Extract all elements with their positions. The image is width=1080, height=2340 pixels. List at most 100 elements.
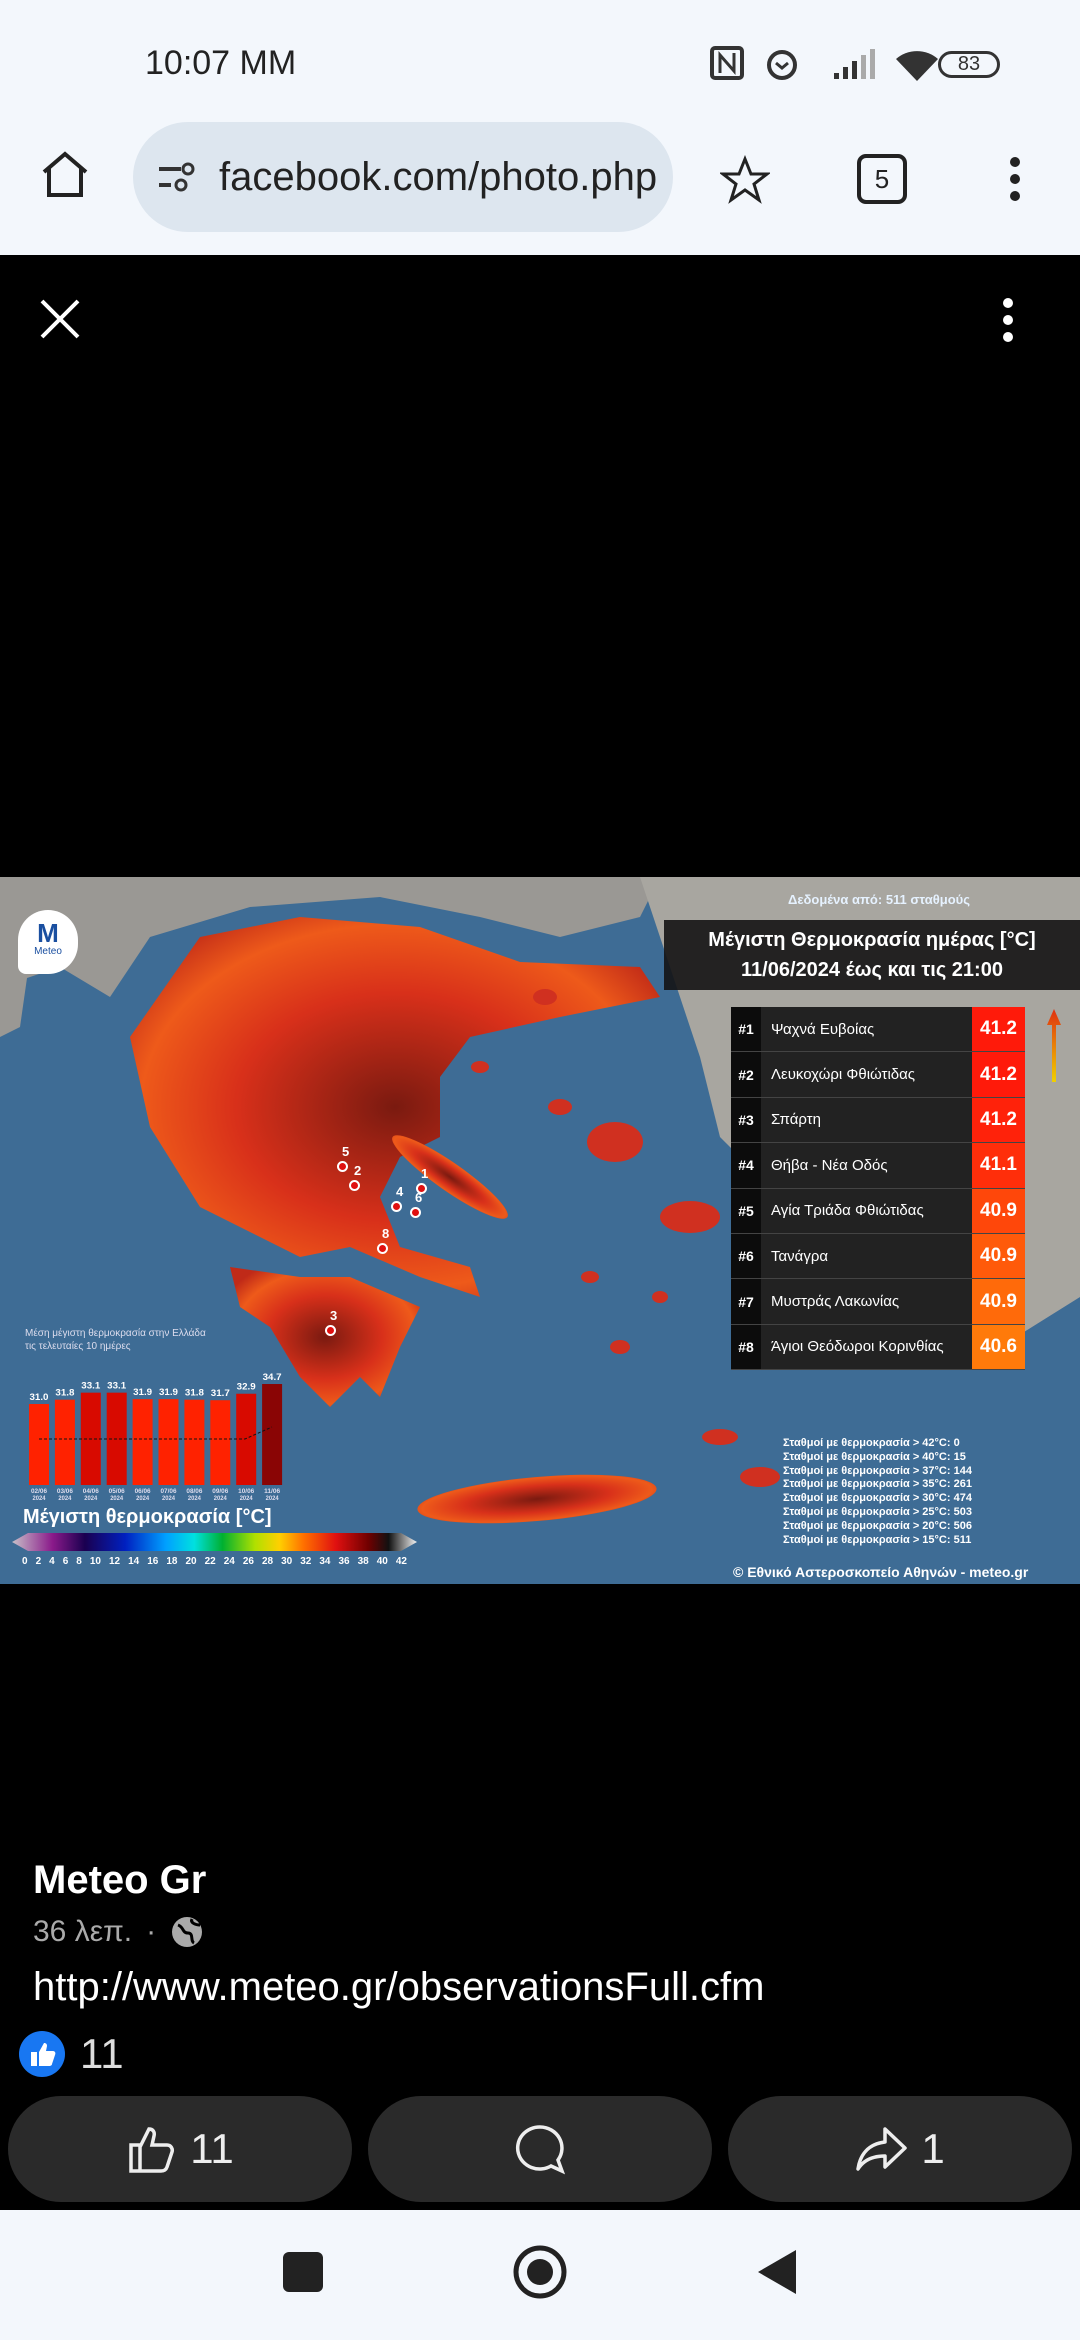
home-icon[interactable]	[40, 150, 90, 200]
home-button[interactable]	[512, 2244, 568, 2300]
temperature-value: 41.2	[972, 1097, 1025, 1143]
temperature-value: 41.1	[972, 1143, 1025, 1188]
status-icons	[710, 46, 938, 81]
post-link[interactable]: http://www.meteo.gr/observationsFull.cfm	[33, 1965, 765, 2009]
globe-icon	[172, 1917, 203, 1947]
site-settings-icon[interactable]	[155, 155, 199, 199]
map-marker: 1	[416, 1167, 428, 1194]
date-label: 2024	[214, 1496, 228, 1502]
bar	[184, 1399, 205, 1485]
station-name: Σπάρτη	[771, 1111, 821, 1129]
map-marker: 8	[377, 1227, 389, 1254]
date-label: 02/06	[31, 1489, 48, 1495]
arrow-up-icon	[1047, 1009, 1061, 1082]
tab-switcher-button[interactable]: 5	[857, 154, 907, 204]
crete	[417, 1474, 657, 1524]
bar-label: 34.7	[263, 1372, 282, 1382]
bar	[29, 1404, 49, 1485]
rank-number: #1	[731, 1007, 761, 1052]
rank-number: #4	[731, 1143, 761, 1188]
temperature-value: 41.2	[972, 1007, 1025, 1052]
recents-button[interactable]	[283, 2252, 323, 2292]
bar-label: 31.8	[55, 1388, 74, 1398]
rank-number: #8	[731, 1324, 761, 1370]
rank-number: #7	[731, 1279, 761, 1324]
share-button[interactable]: 1	[728, 2096, 1072, 2202]
browser-menu-icon[interactable]	[1000, 152, 1030, 208]
color-scale-bar	[12, 1533, 417, 1551]
scale-tick: 38	[357, 1556, 369, 1567]
date-label: 2024	[58, 1496, 72, 1502]
comment-button[interactable]	[368, 2096, 712, 2202]
date-label: 2024	[110, 1496, 124, 1502]
temperature-value: 40.9	[972, 1188, 1025, 1233]
peloponnese	[230, 1267, 420, 1407]
like-button[interactable]: 11	[8, 2096, 352, 2202]
date-label: 08/06	[186, 1489, 203, 1495]
scale-tick: 12	[108, 1556, 121, 1567]
bar	[262, 1384, 283, 1485]
stat-line: Σταθμοί με θερμοκρασία > 25°C: 503	[783, 1505, 972, 1518]
stat-line: Σταθμοί με θερμοκρασία > 42°C: 0	[783, 1437, 960, 1449]
date-label: 2024	[266, 1496, 280, 1502]
scale-tick: 6	[62, 1556, 69, 1567]
ranking-row: #7 Μυστράς Λακωνίας 40.9	[731, 1279, 1025, 1325]
scale-tick: 32	[300, 1556, 312, 1567]
post-photo[interactable]: M Meteo Δεδομένα από: 511 σταθμούς Μέγισ…	[0, 877, 1080, 1584]
bar-label: 31.9	[159, 1387, 178, 1397]
back-button[interactable]	[756, 2248, 798, 2296]
date-label: 2024	[240, 1496, 254, 1502]
bar-label: 32.9	[237, 1382, 256, 1392]
date-label: 06/06	[135, 1489, 152, 1495]
more-options-icon[interactable]	[996, 295, 1020, 345]
station-stats: Σταθμοί με θερμοκρασία > 42°C: 0 Σταθμοί …	[783, 1437, 972, 1547]
scale-tick: 14	[128, 1556, 140, 1567]
date-label: 10/06	[238, 1489, 255, 1495]
post-author[interactable]: Meteo Gr	[33, 1858, 207, 1902]
chart-subtitle: Μέση μέγιστη θερμοκρασία στην Ελλάδα τις …	[25, 1328, 206, 1352]
bar-label: 31.7	[211, 1388, 230, 1398]
ranking-row: #8 Άγιοι Θεόδωροι Κορινθίας 40.6	[731, 1324, 1025, 1371]
scale-tick: 16	[147, 1556, 159, 1567]
station-name: Θήβα - Νέα Οδός	[771, 1156, 888, 1174]
bar-label: 31.8	[185, 1388, 204, 1398]
bar	[132, 1399, 153, 1485]
bar-chart: 31.002/06202431.803/06202433.104/0620243…	[29, 1372, 283, 1502]
bookmark-star-icon[interactable]	[720, 155, 770, 205]
map-marker: 4	[391, 1185, 403, 1212]
scale-tick: 30	[281, 1556, 293, 1567]
bar	[54, 1399, 75, 1485]
ranking-row: #6 Τανάγρα 40.9	[731, 1233, 1025, 1280]
date-label: 07/06	[161, 1489, 178, 1495]
like-reaction-icon	[19, 2031, 65, 2077]
close-icon[interactable]	[38, 297, 82, 341]
date-label: 2024	[136, 1496, 150, 1502]
map-marker: 3	[325, 1309, 337, 1336]
ranking-row: #2 Λευκοχώρι Φθιώτιδας 41.2	[731, 1052, 1025, 1098]
clock: 10:07 MM	[145, 44, 297, 82]
bar	[236, 1393, 257, 1485]
scale-tick: 2	[35, 1556, 42, 1567]
stat-line: Σταθμοί με θερμοκρασία > 37°C: 144	[783, 1464, 972, 1477]
url-text: facebook.com/photo.php	[219, 154, 658, 199]
data-source-label: Δεδομένα από: 511 σταθμούς	[788, 892, 970, 907]
nfc-icon	[710, 46, 744, 80]
url-bar[interactable]: facebook.com/photo.php	[133, 122, 673, 232]
scale-tick: 24	[223, 1556, 235, 1567]
rank-number: #2	[731, 1052, 761, 1097]
scale-tick: 26	[242, 1556, 254, 1567]
temperature-value: 40.9	[972, 1233, 1025, 1279]
scale-tick: 22	[204, 1556, 216, 1567]
date-label: 2024	[33, 1496, 47, 1502]
euboea	[392, 1135, 508, 1219]
system-nav-bar	[0, 2210, 1080, 2340]
temperature-value: 41.2	[972, 1052, 1025, 1097]
date-label: 2024	[188, 1496, 202, 1502]
stat-line: Σταθμοί με θερμοκρασία > 15°C: 511	[783, 1533, 972, 1546]
date-label: 2024	[84, 1496, 98, 1502]
ranking-row: #1 Ψαχνά Ευβοίας 41.2	[731, 1007, 1025, 1053]
date-label: 09/06	[212, 1489, 229, 1495]
post-time[interactable]: 36 λεπ.	[33, 1915, 133, 1948]
scale-tick: 28	[261, 1556, 274, 1567]
reaction-summary[interactable]: 11	[18, 2030, 124, 2078]
